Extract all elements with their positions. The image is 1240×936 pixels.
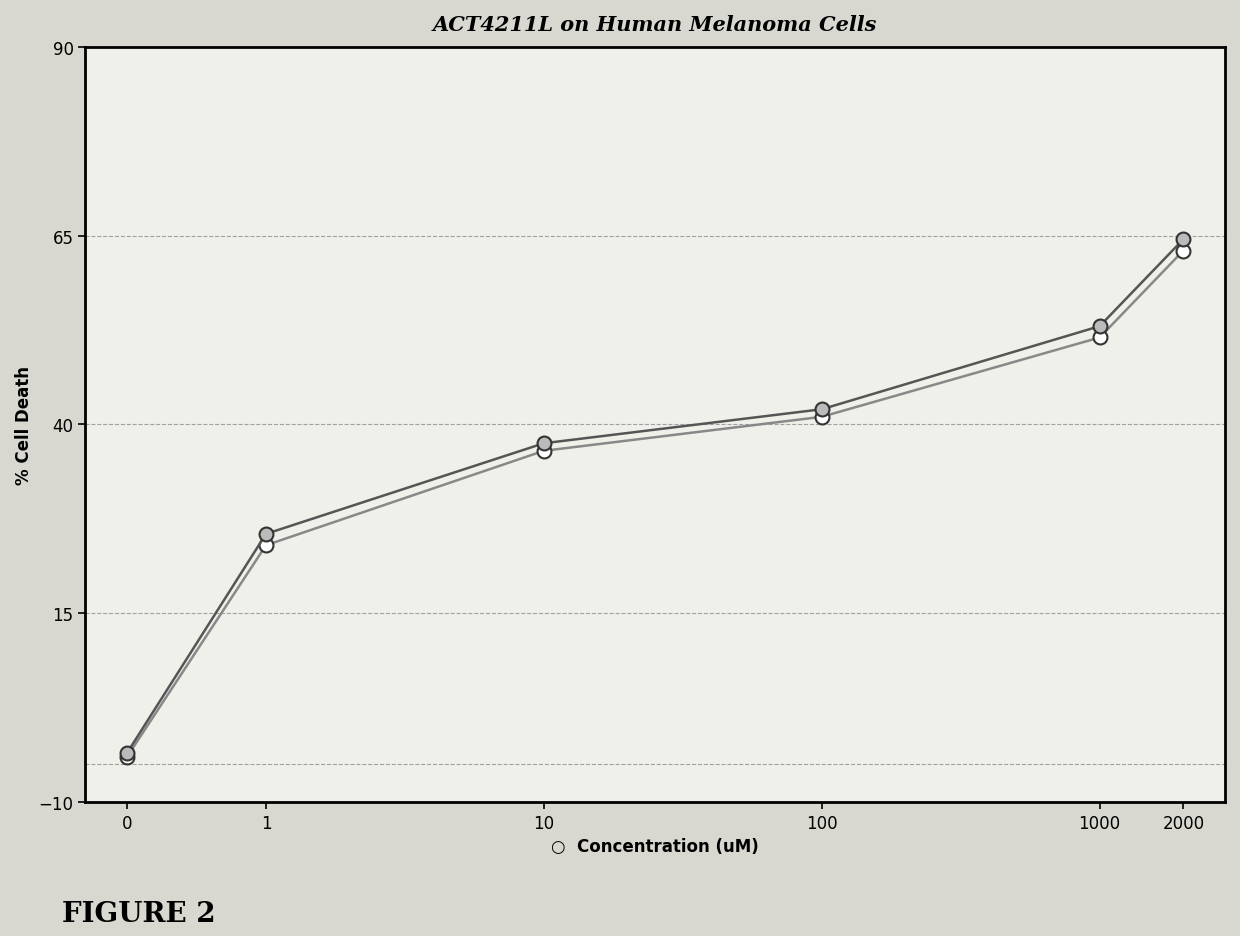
X-axis label: ○  Concentration (uM): ○ Concentration (uM) <box>552 838 759 856</box>
Text: FIGURE 2: FIGURE 2 <box>62 899 216 927</box>
Y-axis label: % Cell Death: % Cell Death <box>15 365 33 484</box>
Title: ACT4211L on Human Melanoma Cells: ACT4211L on Human Melanoma Cells <box>433 15 878 35</box>
